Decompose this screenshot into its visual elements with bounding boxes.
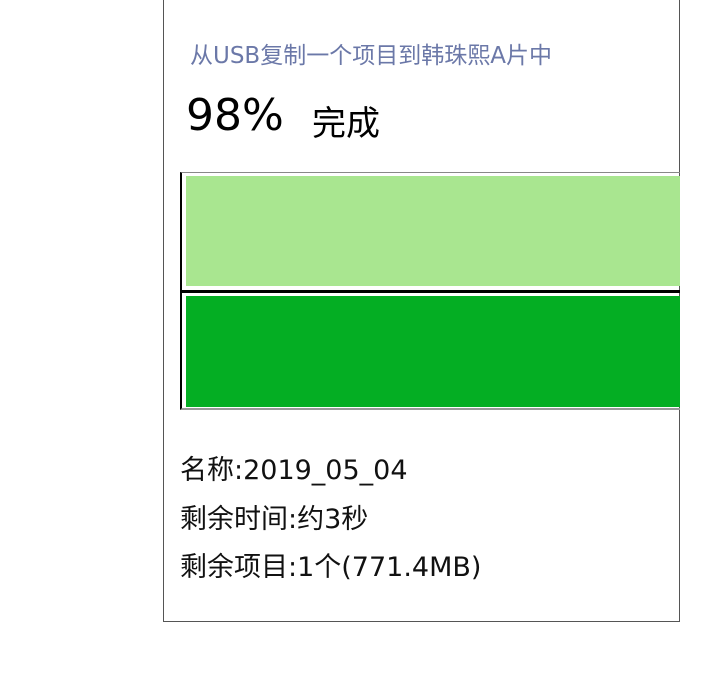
progress-bar-speed [186,176,680,286]
copy-progress-dialog: 从USB复制一个项目到韩珠熙A片中 98% 完成 名称:2019_05_04 剩… [163,0,680,622]
progress-status: 完成 [312,104,380,144]
time-remaining: 剩余时间:约3秒 [180,504,369,535]
progress-divider [182,290,680,293]
progress-graph [180,172,680,410]
progress-bar-fill [186,296,680,407]
file-name: 名称:2019_05_04 [180,455,408,486]
progress-percent: 98% [186,90,284,141]
items-remaining: 剩余项目:1个(771.4MB) [180,552,482,583]
dialog-title: 从USB复制一个项目到韩珠熙A片中 [190,43,552,69]
